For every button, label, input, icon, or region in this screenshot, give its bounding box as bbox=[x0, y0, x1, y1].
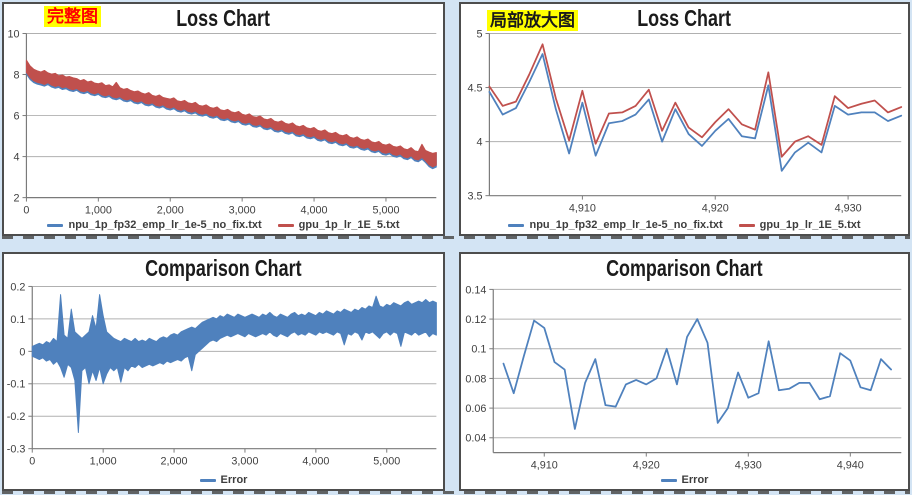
svg-text:4,910: 4,910 bbox=[569, 202, 596, 214]
full-view-badge: 完整图 bbox=[44, 6, 101, 27]
svg-text:5,000: 5,000 bbox=[373, 455, 400, 467]
gpu-line-swatch bbox=[738, 223, 755, 227]
svg-text:0: 0 bbox=[23, 204, 29, 216]
svg-text:3,000: 3,000 bbox=[231, 455, 258, 467]
svg-text:0: 0 bbox=[29, 455, 35, 467]
svg-text:4,930: 4,930 bbox=[835, 202, 862, 214]
svg-text:2: 2 bbox=[14, 193, 20, 205]
panel-loss-chart-full: 完整图 Loss Chart 10 8 6 4 2 0 1,000 2,000 3,000 4,0… bbox=[2, 2, 445, 236]
svg-text:5,000: 5,000 bbox=[372, 204, 399, 216]
svg-text:1,000: 1,000 bbox=[90, 455, 117, 467]
npu-line-swatch bbox=[508, 223, 525, 227]
svg-text:4,910: 4,910 bbox=[531, 459, 558, 471]
legend-label-npu: npu_1p_fp32_emp_lr_1e-5_no_fix.txt bbox=[68, 219, 262, 231]
legend-item-gpu: gpu_1p_lr_1E_5.txt bbox=[738, 219, 861, 231]
svg-text:0.1: 0.1 bbox=[471, 344, 486, 356]
legend-item-npu: npu_1p_fp32_emp_lr_1e-5_no_fix.txt bbox=[47, 219, 262, 231]
legend-item-npu: npu_1p_fp32_emp_lr_1e-5_no_fix.txt bbox=[508, 219, 723, 231]
svg-text:-0.1: -0.1 bbox=[7, 379, 26, 391]
svg-text:2,000: 2,000 bbox=[157, 204, 184, 216]
svg-text:1,000: 1,000 bbox=[85, 204, 112, 216]
legend-label-gpu: gpu_1p_lr_1E_5.txt bbox=[298, 219, 400, 231]
svg-text:6: 6 bbox=[14, 110, 20, 122]
svg-text:0.12: 0.12 bbox=[465, 314, 486, 326]
panel-comparison-chart-full: Comparison Chart 0.2 0.1 0 -0.1 -0.2 -0.3 0 1,0… bbox=[2, 252, 445, 491]
error-line-swatch bbox=[660, 478, 677, 482]
svg-text:0.06: 0.06 bbox=[465, 403, 486, 415]
svg-text:4: 4 bbox=[14, 152, 20, 164]
svg-text:8: 8 bbox=[14, 69, 20, 81]
legend-item-gpu: gpu_1p_lr_1E_5.txt bbox=[277, 219, 400, 231]
panel-comparison-chart-zoom: Comparison Chart 0.14 0.12 0.1 0.08 0.06 0.04… bbox=[459, 252, 910, 491]
svg-text:10: 10 bbox=[8, 28, 20, 40]
svg-text:4.5: 4.5 bbox=[467, 82, 482, 94]
legend: npu_1p_fp32_emp_lr_1e-5_no_fix.txt gpu_1… bbox=[4, 219, 443, 231]
svg-text:0.04: 0.04 bbox=[465, 433, 486, 445]
chart-title: Loss Chart bbox=[176, 5, 271, 31]
zoom-view-badge: 局部放大图 bbox=[487, 10, 578, 31]
svg-text:4,920: 4,920 bbox=[702, 202, 729, 214]
svg-text:2,000: 2,000 bbox=[161, 455, 188, 467]
svg-text:-0.2: -0.2 bbox=[7, 411, 26, 423]
legend-label-gpu: gpu_1p_lr_1E_5.txt bbox=[759, 219, 861, 231]
panel-loss-chart-zoom: 局部放大图 Loss Chart 5 4.5 4 3.5 4,910 4,920 4,930… bbox=[459, 2, 910, 236]
legend: Error bbox=[4, 474, 443, 486]
dashed-divider-top bbox=[2, 236, 910, 239]
gpu-line-swatch bbox=[277, 223, 294, 227]
svg-text:3.5: 3.5 bbox=[467, 191, 482, 203]
svg-text:4,000: 4,000 bbox=[301, 204, 328, 216]
svg-text:4,930: 4,930 bbox=[735, 459, 762, 471]
svg-text:0.14: 0.14 bbox=[465, 284, 486, 296]
error-line-swatch bbox=[199, 478, 216, 482]
legend-label-error: Error bbox=[220, 474, 248, 486]
loss-full-plot: 10 8 6 4 20 1,000 2,000 3,000 4,000 5,000 bbox=[8, 28, 437, 216]
legend: Error bbox=[461, 474, 908, 486]
legend-item-error: Error bbox=[660, 474, 709, 486]
chart-title: Comparison Chart bbox=[145, 255, 302, 281]
chart-title: Loss Chart bbox=[637, 5, 732, 31]
chart-title: Comparison Chart bbox=[606, 255, 763, 281]
svg-text:0.08: 0.08 bbox=[465, 373, 486, 385]
npu-line-swatch bbox=[47, 223, 64, 227]
legend-label-npu: npu_1p_fp32_emp_lr_1e-5_no_fix.txt bbox=[529, 219, 723, 231]
dashed-divider-bottom bbox=[2, 491, 910, 494]
svg-text:0.2: 0.2 bbox=[10, 281, 25, 293]
svg-text:3,000: 3,000 bbox=[229, 204, 256, 216]
svg-text:0: 0 bbox=[19, 346, 25, 358]
svg-text:0.1: 0.1 bbox=[10, 314, 25, 326]
legend-label-error: Error bbox=[681, 474, 709, 486]
loss-zoom-plot: 5 4.5 4 3.5 4,910 4,920 4,930 bbox=[467, 28, 903, 214]
svg-text:-0.3: -0.3 bbox=[7, 444, 26, 456]
svg-text:4,940: 4,940 bbox=[837, 459, 864, 471]
comparison-full-plot: 0.20.10-0.1-0.2-0.30 1,000 2,000 3,000 4,000… bbox=[7, 281, 437, 467]
svg-text:4,000: 4,000 bbox=[302, 455, 329, 467]
legend-item-error: Error bbox=[199, 474, 248, 486]
svg-text:5: 5 bbox=[476, 28, 482, 40]
svg-text:4: 4 bbox=[476, 137, 482, 149]
legend: npu_1p_fp32_emp_lr_1e-5_no_fix.txt gpu_1… bbox=[461, 219, 908, 231]
svg-text:4,920: 4,920 bbox=[633, 459, 660, 471]
comparison-zoom-plot: 0.14 0.12 0.1 0.08 0.06 0.04 4,910 4,920 4,930 4,… bbox=[465, 284, 902, 471]
